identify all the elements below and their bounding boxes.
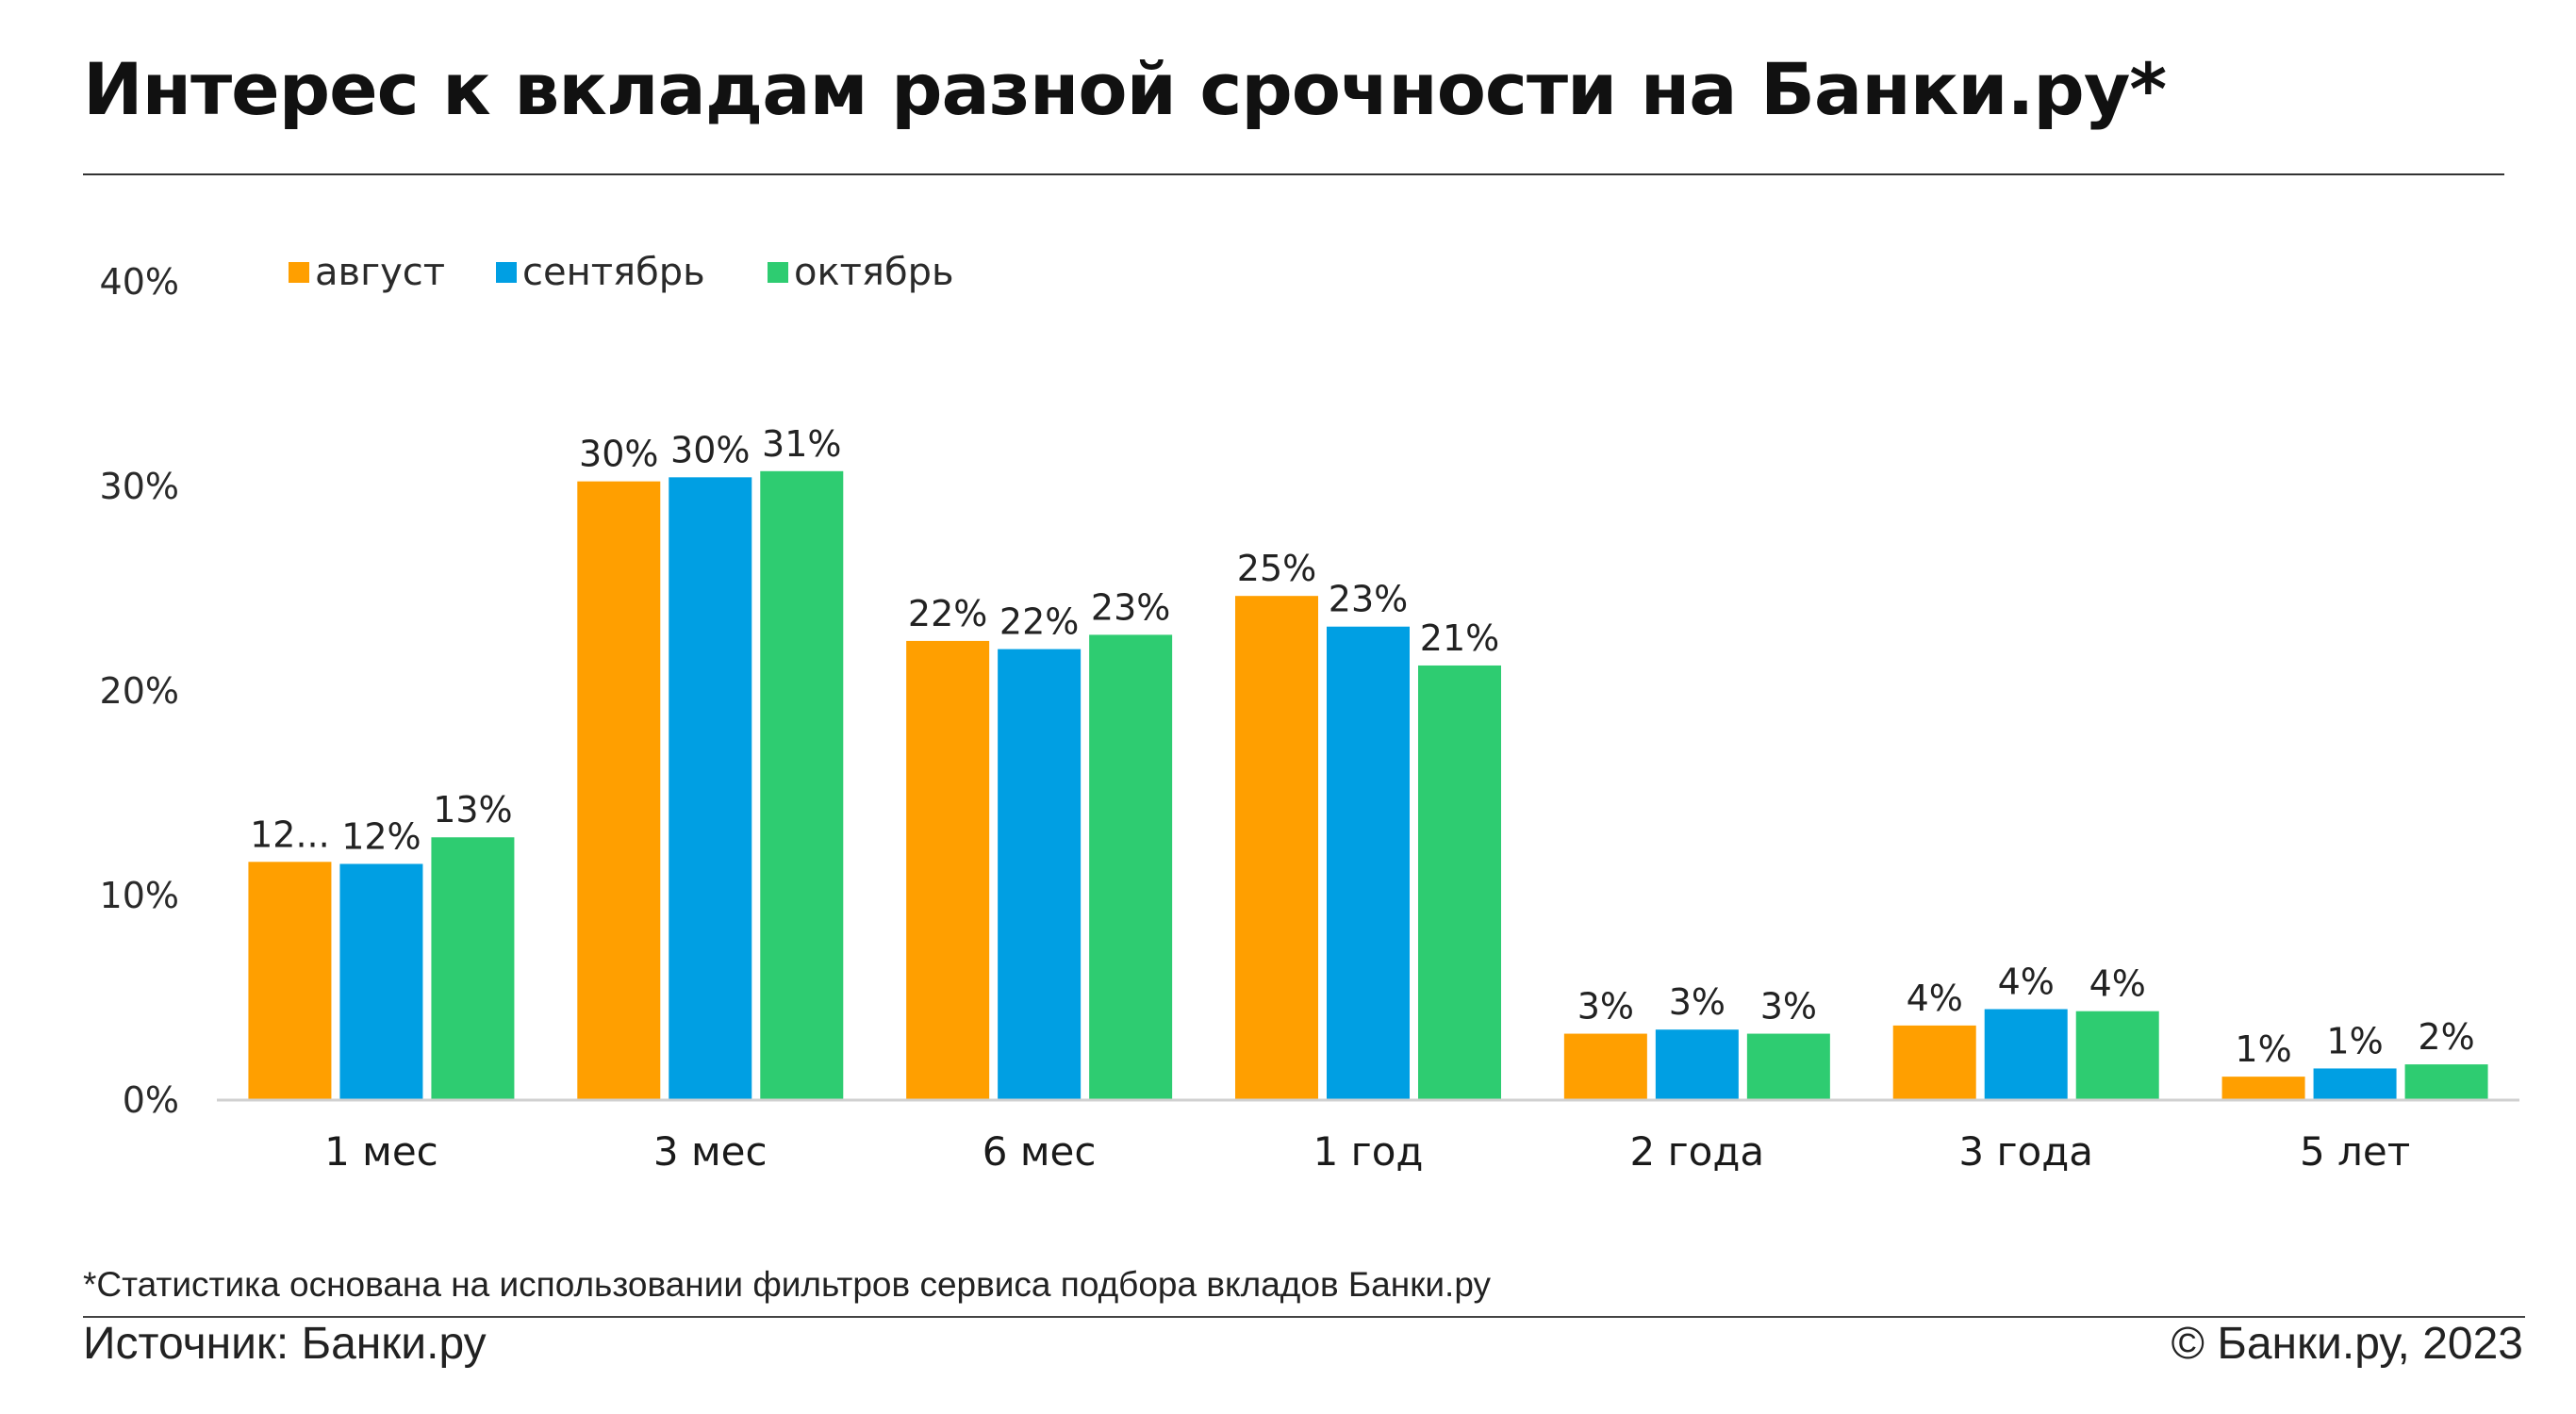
x-tick-label: 3 года bbox=[1958, 1128, 2093, 1175]
data-label: 23% bbox=[1091, 586, 1170, 628]
bar bbox=[2075, 1011, 2159, 1099]
bar bbox=[1235, 596, 1318, 1099]
data-label: 22% bbox=[908, 593, 987, 634]
x-tick-label: 5 лет bbox=[2300, 1128, 2410, 1175]
data-label: 21% bbox=[1420, 617, 1499, 659]
bar bbox=[1655, 1029, 1739, 1099]
chart-title: Интерес к вкладам разной срочности на Ба… bbox=[83, 47, 2167, 131]
data-label: 3% bbox=[1669, 981, 1726, 1023]
data-label: 1% bbox=[2235, 1028, 2291, 1070]
data-label: 23% bbox=[1329, 579, 1408, 620]
bar bbox=[431, 837, 515, 1099]
bar bbox=[906, 640, 990, 1099]
legend-swatch bbox=[289, 262, 309, 283]
data-label: 13% bbox=[433, 789, 512, 830]
bar-chart: август сентябрь октябрь 0% 10% 20% 30% 40% 12.… bbox=[100, 251, 2519, 1175]
data-label: 3% bbox=[1760, 986, 1817, 1028]
y-axis: 0% 10% 20% 30% 40% bbox=[100, 261, 179, 1121]
bar bbox=[2404, 1064, 2488, 1099]
data-label: 12% bbox=[341, 815, 421, 857]
footnote: *Статистика основана на использовании фи… bbox=[83, 1265, 1491, 1304]
x-tick-label: 1 мес bbox=[324, 1128, 438, 1175]
data-label: 4% bbox=[1998, 962, 2055, 1003]
x-axis: 1 мес 3 мес 6 мес 1 год 2 года 3 года 5 лет bbox=[217, 1098, 2519, 1175]
bar bbox=[669, 477, 752, 1099]
bar bbox=[1327, 626, 1410, 1099]
source-text: Источник: Банки.ру bbox=[83, 1319, 487, 1369]
bar bbox=[2221, 1077, 2305, 1099]
legend-label: сентябрь bbox=[522, 251, 705, 294]
bar bbox=[1418, 665, 1501, 1099]
legend-label: октябрь bbox=[794, 251, 954, 294]
legend-swatch bbox=[496, 262, 517, 283]
data-label: 30% bbox=[670, 429, 750, 470]
legend-label: август bbox=[315, 251, 445, 294]
bar bbox=[1984, 1009, 2068, 1099]
data-label: 25% bbox=[1237, 548, 1316, 589]
bar bbox=[1746, 1033, 1830, 1099]
footer-divider bbox=[83, 1316, 2525, 1318]
x-tick-label: 3 мес bbox=[653, 1128, 768, 1175]
data-labels: 12... 12% 13% 30% 30% 31% 22% 22% 23% 25% 23% 21% 3%… bbox=[250, 423, 2475, 1070]
bar bbox=[1563, 1033, 1647, 1099]
data-label: 1% bbox=[2326, 1020, 2383, 1061]
bar bbox=[760, 470, 844, 1099]
bar bbox=[2313, 1068, 2397, 1099]
x-tick-label: 6 мес bbox=[983, 1128, 1097, 1175]
data-label: 12... bbox=[250, 814, 330, 855]
bar bbox=[248, 862, 332, 1099]
y-tick-label: 0% bbox=[123, 1079, 179, 1121]
data-label: 2% bbox=[2418, 1016, 2474, 1058]
y-tick-label: 20% bbox=[100, 670, 179, 712]
bar bbox=[339, 863, 423, 1099]
data-label: 4% bbox=[2089, 963, 2146, 1005]
y-tick-label: 10% bbox=[100, 875, 179, 916]
legend: август сентябрь октябрь bbox=[289, 251, 954, 294]
bar bbox=[577, 481, 661, 1099]
data-label: 30% bbox=[579, 434, 658, 475]
bar bbox=[1892, 1025, 1976, 1099]
bars bbox=[248, 470, 2488, 1099]
x-tick-label: 1 год bbox=[1313, 1128, 1424, 1175]
title-divider bbox=[83, 173, 2504, 175]
data-label: 3% bbox=[1577, 986, 1634, 1028]
legend-swatch bbox=[768, 262, 788, 283]
bar bbox=[998, 649, 1082, 1099]
copyright-text: © Банки.ру, 2023 bbox=[2171, 1319, 2523, 1369]
bar bbox=[1089, 634, 1173, 1099]
y-tick-label: 30% bbox=[100, 466, 179, 507]
x-tick-label: 2 года bbox=[1630, 1128, 1765, 1175]
y-tick-label: 40% bbox=[100, 261, 179, 303]
data-label: 22% bbox=[999, 601, 1079, 643]
data-label: 31% bbox=[762, 423, 841, 465]
data-label: 4% bbox=[1907, 978, 1963, 1019]
